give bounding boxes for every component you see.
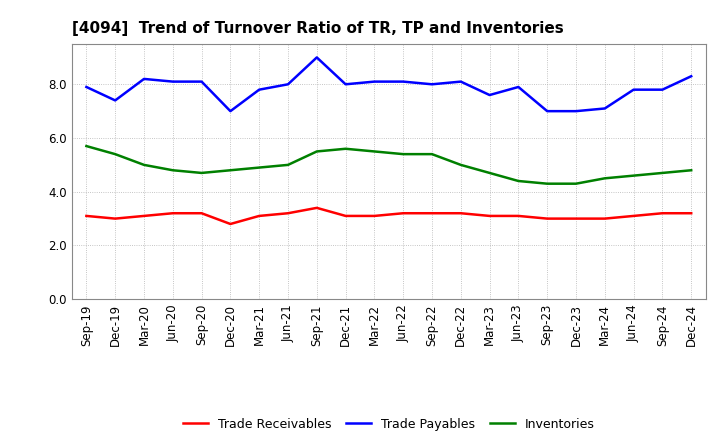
Trade Receivables xyxy=(514,213,523,219)
Trade Receivables xyxy=(658,211,667,216)
Trade Payables xyxy=(600,106,609,111)
Trade Payables xyxy=(658,87,667,92)
Trade Receivables xyxy=(111,216,120,221)
Trade Receivables xyxy=(456,211,465,216)
Trade Payables xyxy=(543,109,552,114)
Trade Receivables xyxy=(255,213,264,219)
Inventories xyxy=(428,151,436,157)
Trade Payables xyxy=(312,55,321,60)
Trade Payables xyxy=(514,84,523,90)
Trade Receivables xyxy=(629,213,638,219)
Inventories xyxy=(312,149,321,154)
Trade Receivables xyxy=(543,216,552,221)
Inventories xyxy=(197,170,206,176)
Inventories xyxy=(341,146,350,151)
Trade Receivables xyxy=(600,216,609,221)
Inventories xyxy=(140,162,148,168)
Inventories xyxy=(572,181,580,186)
Inventories xyxy=(514,178,523,183)
Inventories xyxy=(284,162,292,168)
Inventories xyxy=(456,162,465,168)
Trade Receivables xyxy=(341,213,350,219)
Inventories xyxy=(485,170,494,176)
Inventories xyxy=(168,168,177,173)
Trade Payables xyxy=(82,84,91,90)
Inventories xyxy=(629,173,638,178)
Trade Payables xyxy=(456,79,465,84)
Trade Receivables xyxy=(399,211,408,216)
Trade Payables xyxy=(197,79,206,84)
Trade Receivables xyxy=(312,205,321,210)
Trade Receivables xyxy=(284,211,292,216)
Text: [4094]  Trend of Turnover Ratio of TR, TP and Inventories: [4094] Trend of Turnover Ratio of TR, TP… xyxy=(72,21,564,36)
Line: Inventories: Inventories xyxy=(86,146,691,183)
Line: Trade Payables: Trade Payables xyxy=(86,58,691,111)
Inventories xyxy=(111,151,120,157)
Legend: Trade Receivables, Trade Payables, Inventories: Trade Receivables, Trade Payables, Inven… xyxy=(178,413,600,436)
Trade Receivables xyxy=(197,211,206,216)
Trade Receivables xyxy=(370,213,379,219)
Trade Payables xyxy=(428,82,436,87)
Trade Payables xyxy=(111,98,120,103)
Trade Payables xyxy=(485,92,494,98)
Trade Receivables xyxy=(226,221,235,227)
Trade Payables xyxy=(226,109,235,114)
Trade Payables xyxy=(687,73,696,79)
Trade Payables xyxy=(629,87,638,92)
Trade Payables xyxy=(572,109,580,114)
Trade Receivables xyxy=(82,213,91,219)
Inventories xyxy=(543,181,552,186)
Trade Payables xyxy=(399,79,408,84)
Inventories xyxy=(399,151,408,157)
Trade Receivables xyxy=(168,211,177,216)
Inventories xyxy=(370,149,379,154)
Inventories xyxy=(658,170,667,176)
Trade Payables xyxy=(341,82,350,87)
Trade Payables xyxy=(255,87,264,92)
Trade Receivables xyxy=(428,211,436,216)
Inventories xyxy=(82,143,91,149)
Trade Receivables xyxy=(140,213,148,219)
Trade Payables xyxy=(370,79,379,84)
Trade Receivables xyxy=(572,216,580,221)
Inventories xyxy=(226,168,235,173)
Inventories xyxy=(600,176,609,181)
Trade Payables xyxy=(140,76,148,81)
Inventories xyxy=(687,168,696,173)
Trade Payables xyxy=(284,82,292,87)
Trade Payables xyxy=(168,79,177,84)
Trade Receivables xyxy=(485,213,494,219)
Inventories xyxy=(255,165,264,170)
Trade Receivables xyxy=(687,211,696,216)
Line: Trade Receivables: Trade Receivables xyxy=(86,208,691,224)
